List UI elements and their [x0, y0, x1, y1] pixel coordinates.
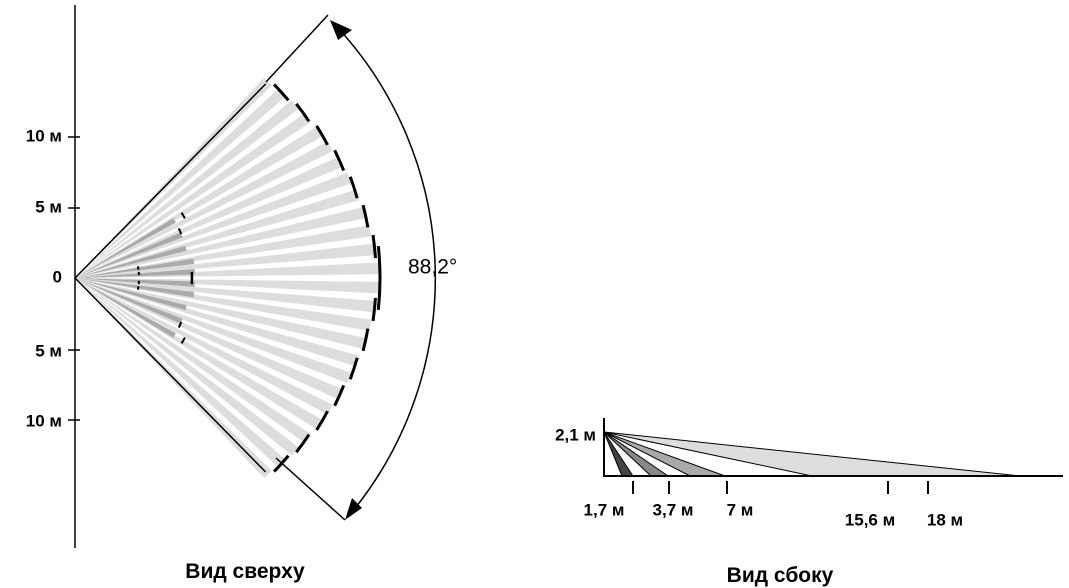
- fan-part: [180, 212, 186, 219]
- fan-part: [75, 141, 333, 278]
- angle-dimension: [265, 14, 437, 521]
- fan-part: [75, 245, 187, 278]
- fan-part: [75, 100, 299, 279]
- fan-part: [75, 278, 343, 400]
- fan-part: [75, 218, 176, 278]
- fan-part: [75, 232, 183, 278]
- height-label: 2,1 м: [555, 425, 596, 444]
- distance-label: 3,7 м: [653, 500, 694, 519]
- distance-ticks: [632, 481, 929, 494]
- fan-part: [75, 225, 372, 278]
- fan-part: [75, 278, 323, 430]
- fan-part: [361, 204, 370, 228]
- fan-part: [75, 278, 286, 468]
- fan-part: [75, 278, 299, 456]
- fan-part: [75, 269, 195, 278]
- fan-part: [75, 278, 195, 287]
- arrowhead: [330, 20, 352, 40]
- axis-label: 10 м: [26, 126, 62, 145]
- axis-label: 5 м: [35, 341, 62, 360]
- fan-part: [333, 149, 346, 172]
- fan-part: [74, 83, 267, 279]
- fan-part: [75, 88, 286, 278]
- fan-part: [75, 278, 195, 298]
- fan-part: [348, 176, 359, 199]
- caption: Вид сбоку: [727, 564, 834, 587]
- fan-part: [75, 278, 311, 443]
- fan-part: [75, 278, 359, 367]
- side-beams: [603, 431, 1021, 477]
- fan-part: [75, 258, 195, 278]
- fan-part: [361, 328, 370, 352]
- fan-part: [136, 286, 140, 290]
- fan-part: [75, 278, 376, 313]
- distance-label: 1,7 м: [584, 500, 625, 519]
- distance-label: 18 м: [927, 510, 963, 529]
- axis-label: 5 м: [35, 197, 62, 216]
- fan-part: [75, 278, 333, 415]
- fan-part: [295, 433, 311, 454]
- fan-part: [75, 126, 323, 279]
- fan-part: [333, 384, 346, 407]
- axis-label: 10 м: [26, 411, 62, 430]
- axis-ticks: [68, 136, 80, 421]
- fan-part: [75, 278, 183, 324]
- axis-label: 0: [53, 267, 62, 286]
- fan-part: [371, 297, 377, 322]
- fan-part: [74, 277, 267, 473]
- fan-part: [75, 156, 343, 278]
- fan-part: [371, 234, 377, 259]
- fan-part: [75, 278, 176, 338]
- fan-part: [177, 321, 183, 328]
- arrowhead: [345, 498, 362, 520]
- coverage-fan: [74, 77, 382, 479]
- fan-part: [75, 113, 311, 279]
- fan-part: [75, 189, 359, 278]
- fan-part: [315, 125, 329, 146]
- caption: Вид сверху: [185, 560, 305, 583]
- fan-part: [348, 357, 359, 380]
- distance-label: 7 м: [727, 500, 754, 519]
- fan-part: [376, 245, 382, 311]
- fan-part: [315, 410, 329, 431]
- fan-part: [136, 266, 140, 270]
- fan-part: [75, 278, 372, 331]
- fan-part: [75, 243, 376, 278]
- fan-part: [75, 278, 187, 311]
- fan-part: [273, 83, 290, 102]
- distance-label: 15,6 м: [845, 510, 895, 529]
- angle-label: 88,2°: [408, 256, 457, 279]
- fan-part: [295, 102, 311, 123]
- fan-part: [177, 228, 183, 235]
- fan-part: [180, 337, 186, 344]
